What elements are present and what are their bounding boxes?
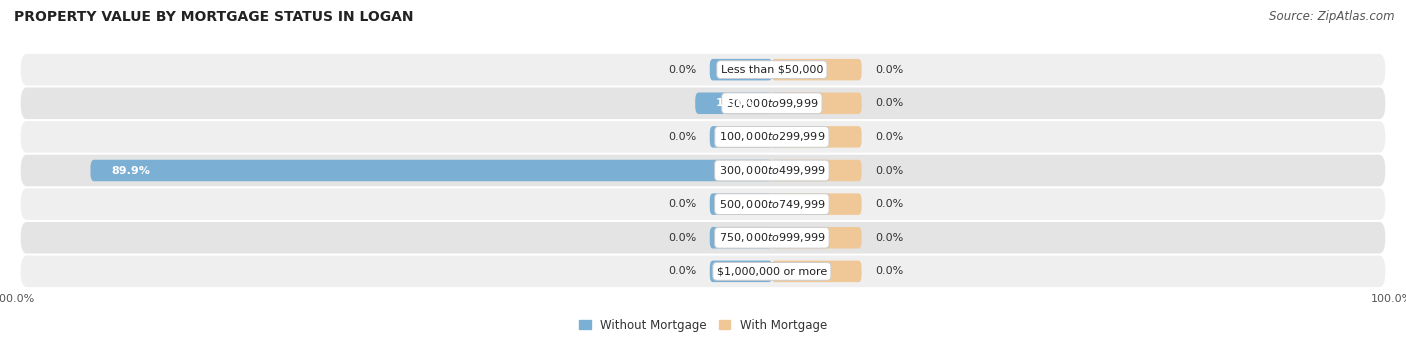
FancyBboxPatch shape xyxy=(710,227,772,249)
Text: 10.1%: 10.1% xyxy=(716,98,755,108)
Text: 0.0%: 0.0% xyxy=(668,132,696,142)
FancyBboxPatch shape xyxy=(772,261,862,282)
FancyBboxPatch shape xyxy=(21,87,1385,119)
Text: Source: ZipAtlas.com: Source: ZipAtlas.com xyxy=(1270,10,1395,23)
FancyBboxPatch shape xyxy=(695,92,772,114)
FancyBboxPatch shape xyxy=(710,193,772,215)
Text: 0.0%: 0.0% xyxy=(668,199,696,209)
FancyBboxPatch shape xyxy=(772,59,862,80)
FancyBboxPatch shape xyxy=(772,193,862,215)
Text: 0.0%: 0.0% xyxy=(876,233,904,243)
FancyBboxPatch shape xyxy=(21,222,1385,254)
FancyBboxPatch shape xyxy=(710,261,772,282)
Text: PROPERTY VALUE BY MORTGAGE STATUS IN LOGAN: PROPERTY VALUE BY MORTGAGE STATUS IN LOG… xyxy=(14,10,413,24)
FancyBboxPatch shape xyxy=(21,255,1385,287)
Text: 89.9%: 89.9% xyxy=(111,165,150,176)
Text: $50,000 to $99,999: $50,000 to $99,999 xyxy=(725,97,818,110)
FancyBboxPatch shape xyxy=(710,59,772,80)
FancyBboxPatch shape xyxy=(772,126,862,148)
FancyBboxPatch shape xyxy=(772,92,862,114)
Text: $1,000,000 or more: $1,000,000 or more xyxy=(717,266,827,276)
Text: 0.0%: 0.0% xyxy=(876,98,904,108)
Text: 0.0%: 0.0% xyxy=(876,266,904,276)
Text: $300,000 to $499,999: $300,000 to $499,999 xyxy=(718,164,825,177)
FancyBboxPatch shape xyxy=(21,54,1385,86)
FancyBboxPatch shape xyxy=(21,188,1385,220)
FancyBboxPatch shape xyxy=(21,155,1385,186)
Text: 0.0%: 0.0% xyxy=(876,199,904,209)
FancyBboxPatch shape xyxy=(21,121,1385,153)
Text: $100,000 to $299,999: $100,000 to $299,999 xyxy=(718,130,825,143)
FancyBboxPatch shape xyxy=(90,160,772,181)
Legend: Without Mortgage, With Mortgage: Without Mortgage, With Mortgage xyxy=(574,314,832,337)
FancyBboxPatch shape xyxy=(710,126,772,148)
Text: $500,000 to $749,999: $500,000 to $749,999 xyxy=(718,198,825,211)
Text: Less than $50,000: Less than $50,000 xyxy=(721,65,823,75)
Text: 0.0%: 0.0% xyxy=(876,132,904,142)
Text: 0.0%: 0.0% xyxy=(668,65,696,75)
Text: 0.0%: 0.0% xyxy=(876,65,904,75)
FancyBboxPatch shape xyxy=(772,227,862,249)
Text: $750,000 to $999,999: $750,000 to $999,999 xyxy=(718,231,825,244)
Text: 0.0%: 0.0% xyxy=(668,233,696,243)
Text: 0.0%: 0.0% xyxy=(876,165,904,176)
FancyBboxPatch shape xyxy=(772,160,862,181)
Text: 0.0%: 0.0% xyxy=(668,266,696,276)
